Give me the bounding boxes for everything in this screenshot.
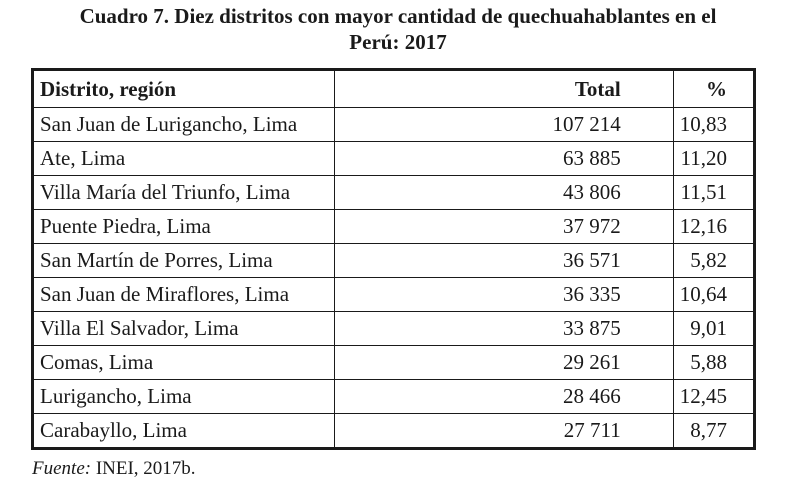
cell-district: Carabayllo, Lima	[31, 413, 336, 449]
cell-district: San Juan de Lurigancho, Lima	[31, 107, 336, 142]
cell-total: 37 972	[334, 209, 674, 244]
table-row: Lurigancho, Lima 28 466 12,45	[31, 379, 756, 414]
table-title: Cuadro 7. Diez distritos con mayor canti…	[0, 3, 796, 55]
cell-percent: 10,83	[672, 107, 756, 142]
cell-percent: 9,01	[672, 311, 756, 346]
column-header-district: Distrito, región	[31, 69, 336, 108]
cell-total: 29 261	[334, 345, 674, 380]
title-line-2: Perú: 2017	[349, 30, 447, 54]
cell-total: 36 335	[334, 277, 674, 312]
cell-total: 33 875	[334, 311, 674, 346]
cell-percent: 12,16	[672, 209, 756, 244]
cell-district: Villa María del Triunfo, Lima	[31, 175, 336, 210]
cell-percent: 5,82	[672, 243, 756, 278]
column-header-percent: %	[672, 69, 756, 108]
table-header-row: Distrito, región Total %	[31, 69, 756, 108]
cell-district: San Martín de Porres, Lima	[31, 243, 336, 278]
cell-total: 27 711	[334, 413, 674, 449]
cell-percent: 10,64	[672, 277, 756, 312]
column-header-total: Total	[334, 69, 674, 108]
cell-district: Villa El Salvador, Lima	[31, 311, 336, 346]
table-row: Carabayllo, Lima 27 711 8,77	[31, 413, 756, 449]
table-row: San Juan de Lurigancho, Lima 107 214 10,83	[31, 107, 756, 142]
cell-total: 63 885	[334, 141, 674, 176]
cell-district: Comas, Lima	[31, 345, 336, 380]
cell-total: 43 806	[334, 175, 674, 210]
cell-total: 28 466	[334, 379, 674, 414]
cell-district: Puente Piedra, Lima	[31, 209, 336, 244]
table-row: Comas, Lima 29 261 5,88	[31, 345, 756, 380]
cell-district: San Juan de Miraflores, Lima	[31, 277, 336, 312]
cell-percent: 8,77	[672, 413, 756, 449]
title-line-1: Cuadro 7. Diez distritos con mayor canti…	[79, 4, 717, 28]
source-text: INEI, 2017b.	[91, 458, 196, 479]
cell-total: 36 571	[334, 243, 674, 278]
table-row: Villa María del Triunfo, Lima 43 806 11,51	[31, 175, 756, 210]
source-label: Fuente:	[32, 458, 92, 479]
cell-total: 107 214	[334, 107, 674, 142]
table-row: Villa El Salvador, Lima 33 875 9,01	[31, 311, 756, 346]
table-row: San Juan de Miraflores, Lima 36 335 10,64	[31, 277, 756, 312]
cell-percent: 11,20	[672, 141, 756, 176]
source-note: Fuente: INEI, 2017b.	[32, 458, 196, 480]
cell-percent: 5,88	[672, 345, 756, 380]
cell-district: Lurigancho, Lima	[31, 379, 336, 414]
table-row: Puente Piedra, Lima 37 972 12,16	[31, 209, 756, 244]
cell-district: Ate, Lima	[31, 141, 336, 176]
data-table: Distrito, región Total % San Juan de Lur…	[31, 68, 756, 450]
cell-percent: 11,51	[672, 175, 756, 210]
table-row: San Martín de Porres, Lima 36 571 5,82	[31, 243, 756, 278]
cell-percent: 12,45	[672, 379, 756, 414]
table-row: Ate, Lima 63 885 11,20	[31, 141, 756, 176]
